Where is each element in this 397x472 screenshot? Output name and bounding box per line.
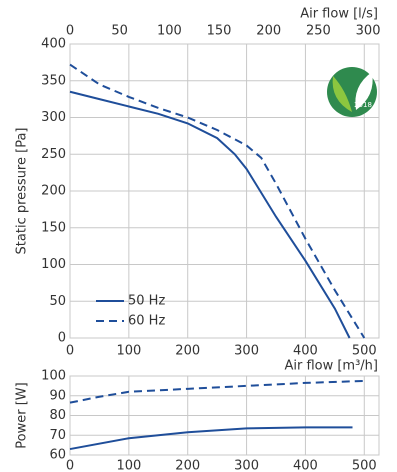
y-tick-label: 90 — [49, 388, 66, 403]
series-line — [69, 426, 353, 451]
series-line — [69, 379, 365, 404]
y-tick-label: 60 — [49, 448, 66, 463]
y-tick-label: 350 — [41, 73, 66, 88]
x-tick-label: 400 — [293, 459, 318, 472]
y-axis-label: Power [W] — [15, 382, 30, 448]
x2-tick-label: 300 — [356, 24, 381, 39]
x2-axis-label: Air flow [l/s] — [300, 7, 378, 22]
x-tick-label: 100 — [116, 459, 141, 472]
x-tick-label: 0 — [66, 459, 74, 472]
y-tick-label: 150 — [41, 220, 66, 235]
x2-tick-label: 200 — [256, 24, 281, 39]
y-tick-label: 0 — [58, 331, 66, 346]
x2-tick-label: 250 — [306, 24, 331, 39]
legend-label: 50 Hz — [128, 294, 165, 309]
y-tick-label: 100 — [41, 257, 66, 272]
x2-tick-label: 150 — [207, 24, 232, 39]
x-tick-label: 0 — [66, 344, 74, 359]
y-axis-label: Static pressure [Pa] — [15, 128, 30, 255]
x-tick-label: 500 — [352, 344, 377, 359]
x2-tick-label: 100 — [157, 24, 182, 39]
y-tick-label: 300 — [41, 110, 66, 125]
badge: ErP 2018 — [327, 67, 377, 117]
x-tick-label: 400 — [293, 344, 318, 359]
badge-year: 2018 — [354, 101, 372, 109]
y-tick-label: 70 — [49, 428, 66, 443]
y-tick-label: 200 — [41, 184, 66, 199]
x-tick-label: 300 — [234, 344, 259, 359]
x-tick-label: 200 — [175, 344, 200, 359]
series-line — [69, 63, 366, 339]
x-tick-label: 500 — [352, 459, 377, 472]
y-tick-label: 250 — [41, 147, 66, 162]
series-line — [69, 90, 351, 339]
y-tick-label: 400 — [41, 37, 66, 52]
y-tick-label: 100 — [41, 369, 66, 384]
badge-title: ErP — [356, 92, 369, 101]
x-tick-label: 300 — [234, 459, 259, 472]
x-tick-label: 200 — [175, 459, 200, 472]
badge-leaf — [332, 76, 352, 112]
legend-label: 60 Hz — [128, 314, 165, 329]
x2-tick-label: 50 — [111, 24, 128, 39]
y-tick-label: 50 — [49, 294, 66, 309]
x-axis-label: Air flow [m³/h] — [284, 359, 378, 374]
y-tick-label: 80 — [49, 408, 66, 423]
x-tick-label: 100 — [116, 344, 141, 359]
x2-tick-label: 0 — [66, 24, 74, 39]
badge-leaf — [355, 72, 373, 110]
